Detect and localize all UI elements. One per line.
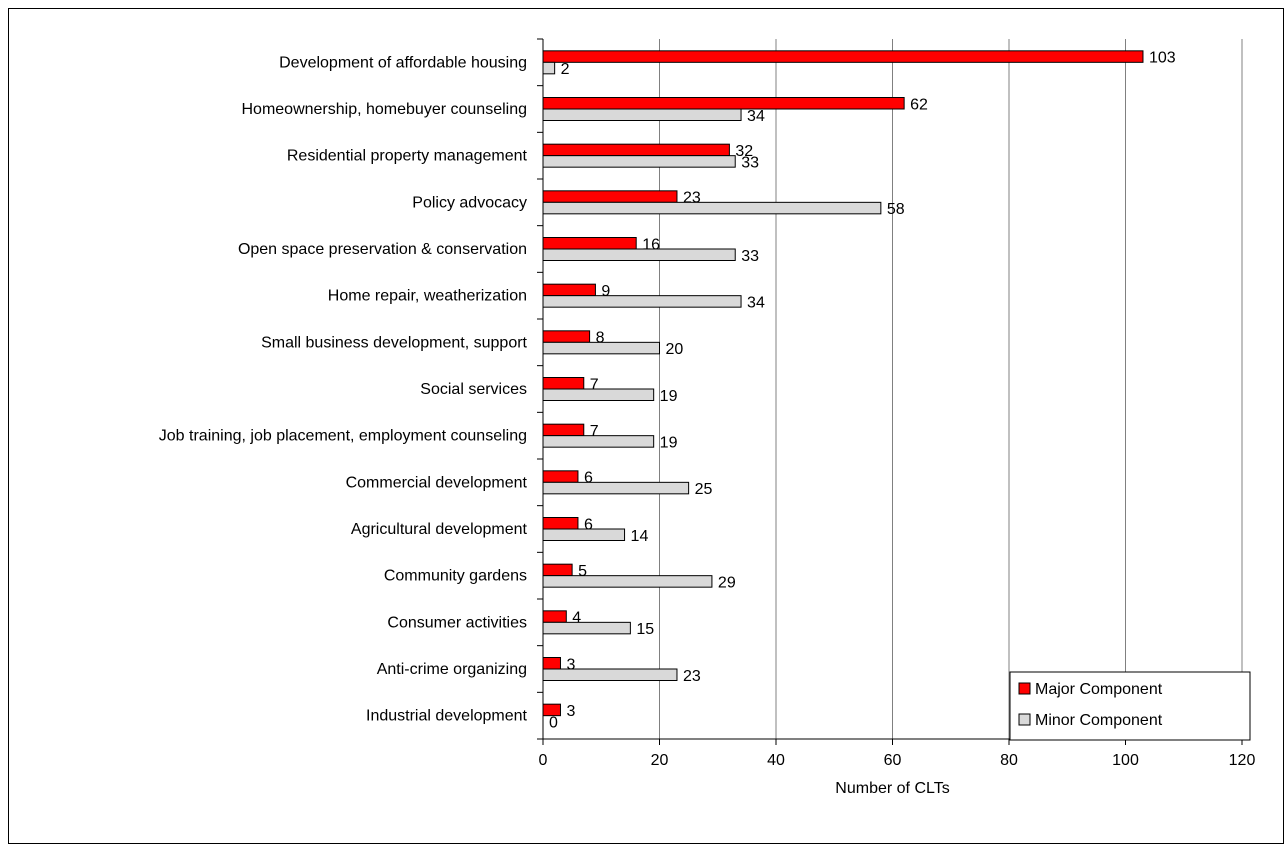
bar-major-home-repair-weatherization <box>542 283 596 297</box>
data-label-major-consumer-activities: 4 <box>572 610 581 627</box>
legend: Major Component Minor Component <box>1009 671 1251 741</box>
data-label-minor-homeownership-homebuyer-counseling: 34 <box>747 108 765 125</box>
data-label-minor-small-business-development-support: 20 <box>666 341 684 358</box>
category-label-industrial-development: Industrial development <box>366 708 528 725</box>
category-label-agricultural-development: Agricultural development <box>351 521 528 538</box>
bar-minor-open-space-preservation-conservation <box>542 248 736 261</box>
bar-minor-community-gardens <box>542 575 713 588</box>
legend-swatch-major <box>1018 682 1031 695</box>
data-label-minor-industrial-development: 0 <box>549 714 558 731</box>
data-label-minor-community-gardens: 29 <box>718 574 736 591</box>
data-label-minor-agricultural-development: 14 <box>631 528 649 545</box>
legend-label-minor: Minor Component <box>1035 712 1163 729</box>
category-label-small-business-development-support: Small business development, support <box>261 334 527 351</box>
data-label-minor-commercial-development: 25 <box>695 481 713 498</box>
data-label-major-homeownership-homebuyer-counseling: 62 <box>910 96 928 113</box>
data-label-major-commercial-development: 6 <box>584 470 593 487</box>
chart-frame: 103 62 32 23 16 9 8 7 7 6 6 5 4 3 3 2 34 33 58 33 34 20 19 19 25… <box>8 8 1284 844</box>
data-label-major-open-space-preservation-conservation: 16 <box>642 236 660 253</box>
bar-major-community-gardens <box>542 563 573 577</box>
bar-minor-consumer-activities <box>542 621 631 635</box>
data-label-minor-residential-property-management: 33 <box>741 154 759 171</box>
bar-major-policy-advocacy <box>542 190 678 203</box>
bar-major-homeownership-homebuyer-counseling <box>542 97 905 110</box>
gridlines <box>659 39 1243 739</box>
data-label-major-residential-property-management: 32 <box>735 143 753 160</box>
data-label-major-industrial-development: 3 <box>566 703 575 720</box>
data-labels: 1036232231698776654332343358333420191925… <box>549 50 1176 732</box>
bar-minor-policy-advocacy <box>542 201 882 215</box>
data-label-major-development-of-affordable-housing: 103 <box>1149 50 1176 67</box>
data-label-major-agricultural-development: 6 <box>584 516 593 533</box>
x-tick-label: 100 <box>1112 752 1139 769</box>
bar-minor-development-of-affordable-housing <box>542 61 556 75</box>
x-tick-label: 80 <box>1000 752 1018 769</box>
data-label-minor-social-services: 19 <box>660 388 678 405</box>
data-label-minor-development-of-affordable-housing: 2 <box>561 61 570 78</box>
bar-major-job-training-job-placement-employment-counseling <box>542 423 585 437</box>
category-label-community-gardens: Community gardens <box>384 568 527 585</box>
category-label-job-training-job-placement-employment-counseling: Job training, job placement, employment … <box>159 428 527 445</box>
data-label-major-home-repair-weatherization: 9 <box>601 283 610 300</box>
data-label-major-small-business-development-support: 8 <box>596 330 605 347</box>
bar-minor-home-repair-weatherization <box>542 295 742 308</box>
bar-minor-anti-crime-organizing <box>542 668 678 681</box>
data-label-major-community-gardens: 5 <box>578 563 587 580</box>
category-label-social-services: Social services <box>420 381 527 398</box>
data-label-minor-policy-advocacy: 58 <box>887 201 905 218</box>
bar-major-social-services <box>542 377 585 390</box>
data-label-major-policy-advocacy: 23 <box>683 190 701 207</box>
legend-swatch-minor <box>1018 713 1031 726</box>
data-label-minor-anti-crime-organizing: 23 <box>683 668 701 685</box>
bar-chart: 1036232231698776654332343358333420191925… <box>159 38 1256 797</box>
bar-major-consumer-activities <box>542 610 567 623</box>
category-label-development-of-affordable-housing: Development of affordable housing <box>279 54 527 71</box>
bar-minor-residential-property-management <box>542 155 736 168</box>
data-label-minor-consumer-activities: 15 <box>636 621 654 638</box>
legend-box <box>1009 671 1251 741</box>
bar-major-anti-crime-organizing <box>542 657 561 670</box>
bar-major-residential-property-management <box>542 143 730 157</box>
category-label-home-repair-weatherization: Home repair, weatherization <box>328 288 527 305</box>
category-label-policy-advocacy: Policy advocacy <box>412 194 527 211</box>
x-axis-title: Number of CLTs <box>835 780 949 797</box>
bar-major-development-of-affordable-housing <box>542 50 1144 63</box>
category-label-commercial-development: Commercial development <box>346 474 528 491</box>
bar-minor-homeownership-homebuyer-counseling <box>542 108 742 121</box>
data-label-major-anti-crime-organizing: 3 <box>566 656 575 673</box>
bar-major-commercial-development <box>542 470 579 483</box>
x-tick-label: 60 <box>884 752 902 769</box>
category-label-anti-crime-organizing: Anti-crime organizing <box>377 661 527 678</box>
x-tick-label: 20 <box>651 752 669 769</box>
data-label-major-job-training-job-placement-employment-counseling: 7 <box>590 423 599 440</box>
x-tick-label: 40 <box>767 752 785 769</box>
data-label-minor-job-training-job-placement-employment-counseling: 19 <box>660 434 678 451</box>
x-tick-label: 0 <box>539 752 548 769</box>
x-tick-label: 120 <box>1229 752 1256 769</box>
bar-major-agricultural-development <box>542 517 579 530</box>
data-label-minor-open-space-preservation-conservation: 33 <box>741 248 759 265</box>
data-label-minor-home-repair-weatherization: 34 <box>747 294 765 311</box>
bars <box>542 50 1144 717</box>
bar-major-open-space-preservation-conservation <box>542 237 637 250</box>
legend-label-major: Major Component <box>1035 681 1163 698</box>
bar-minor-commercial-development <box>542 481 690 495</box>
category-label-residential-property-management: Residential property management <box>287 148 528 165</box>
data-label-major-social-services: 7 <box>590 376 599 393</box>
category-label-open-space-preservation-conservation: Open space preservation & conservation <box>238 241 527 258</box>
category-label-consumer-activities: Consumer activities <box>387 614 527 631</box>
bar-major-small-business-development-support <box>542 330 591 343</box>
category-label-homeownership-homebuyer-counseling: Homeownership, homebuyer counseling <box>242 101 528 118</box>
